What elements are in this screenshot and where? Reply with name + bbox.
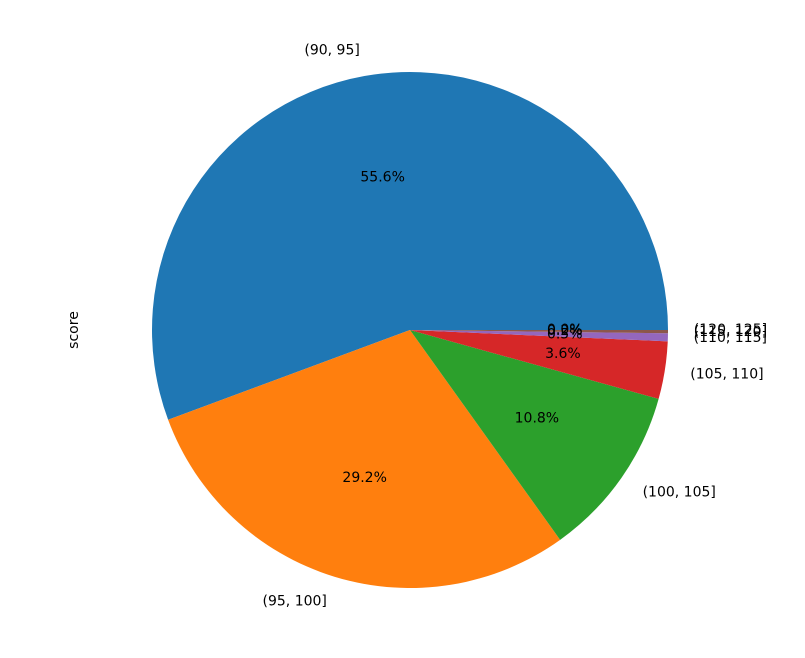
pie-slice xyxy=(410,330,668,334)
slice-label: (100, 105] xyxy=(643,485,716,501)
value-label: 0.5% xyxy=(547,326,583,342)
pie-slice xyxy=(410,330,668,342)
slice-label: (105, 110] xyxy=(690,366,763,382)
value-label: 29.2% xyxy=(342,470,386,486)
slice-label: (90, 95] xyxy=(304,43,359,59)
value-label: 10.8% xyxy=(515,411,559,427)
slice-label: (120, 125] xyxy=(694,322,767,338)
pie-slice xyxy=(410,330,668,399)
value-label: 0.2% xyxy=(547,323,583,339)
y-axis-label: score xyxy=(66,311,82,349)
value-label: 0.0% xyxy=(547,322,583,338)
pie-slice xyxy=(410,330,659,540)
pie-slice xyxy=(168,330,561,588)
slice-label: (115, 120] xyxy=(694,324,767,340)
slice-label: (110, 115] xyxy=(694,330,767,346)
value-label: 3.6% xyxy=(545,346,581,362)
slice-label: (95, 100] xyxy=(263,593,327,609)
pie-slice xyxy=(151,72,668,420)
value-label: 55.6% xyxy=(360,170,404,186)
